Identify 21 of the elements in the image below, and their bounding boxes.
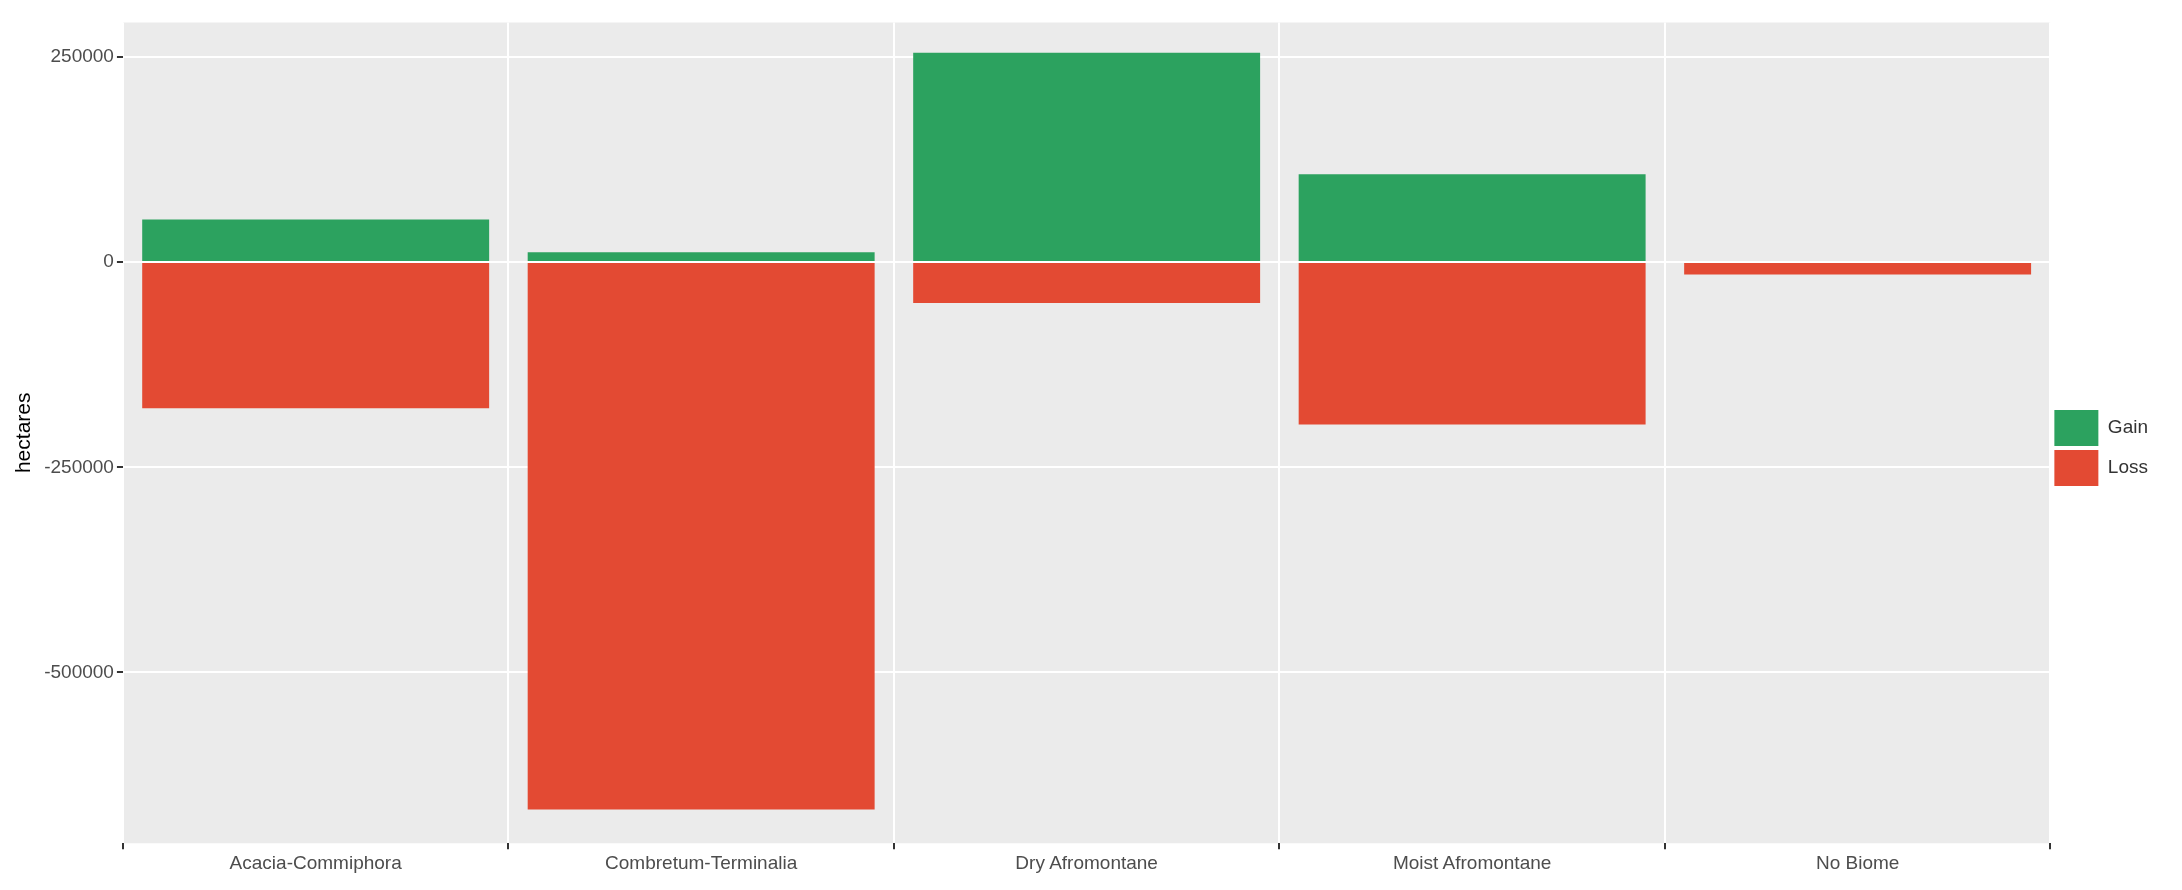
bar (1298, 263, 1646, 425)
y-tick-label: -500000 (44, 660, 114, 682)
x-tick-label: Combretum-Terminalia (605, 851, 798, 873)
y-tick-label: 0 (103, 250, 114, 272)
y-axis-title: hectares (11, 392, 35, 474)
bar (1684, 263, 2032, 275)
x-tick-label: No Biome (1815, 851, 1900, 873)
bar (142, 263, 490, 409)
bar (527, 263, 875, 810)
legend-label: Gain (2107, 416, 2149, 438)
bar (913, 263, 1261, 304)
y-tick-label: -250000 (44, 455, 114, 477)
bar (1298, 174, 1646, 262)
y-tick-label: 250000 (50, 45, 114, 67)
bar (142, 219, 490, 262)
x-tick-label: Moist Afromontane (1392, 851, 1552, 873)
x-tick-label: Dry Afromontane (1015, 851, 1158, 873)
legend-label: Loss (2107, 456, 2149, 478)
bar (527, 252, 875, 262)
x-tick-label: Acacia-Commiphora (229, 851, 403, 873)
bar (913, 52, 1261, 262)
